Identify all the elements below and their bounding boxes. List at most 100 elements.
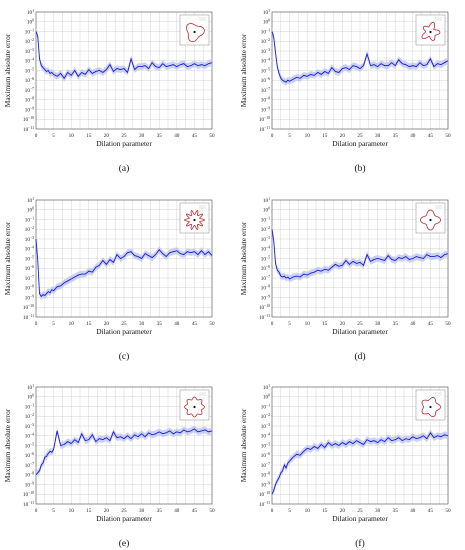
inset-box [179, 389, 210, 421]
y-axis-label: Maximum absolute error [3, 221, 12, 295]
plot-frame [35, 386, 213, 505]
y-tick-label: 10−7 [261, 462, 270, 469]
chart-panel-e: 0 5 10 15 20 25 30 35 40 45 50 10−11 10−10 10−9 10−8 10… [3, 384, 215, 549]
chart-panel-c: 0 5 10 15 20 25 30 35 40 45 50 10−11 10−10 10−9 10−8 10… [3, 197, 215, 362]
y-tick-label: 101 [263, 9, 270, 16]
x-tick-label: 5 [52, 508, 55, 514]
y-tick-label: 10−7 [261, 275, 270, 282]
x-axis-label: Dilation parameter [332, 514, 388, 523]
x-tick-label: 25 [121, 508, 127, 514]
y-tick-label: 10−10 [259, 304, 270, 311]
y-tick-label: 101 [27, 197, 34, 204]
y-tick-label: 10−10 [23, 304, 34, 311]
x-tick-label: 35 [157, 133, 163, 139]
center-point [193, 218, 196, 222]
y-tick-label: 10−1 [25, 403, 34, 410]
y-axis-label: Maximum absolute error [239, 221, 248, 295]
x-tick-label: 10 [305, 133, 311, 139]
x-tick-label: 0 [35, 508, 38, 514]
x-tick-label: 20 [340, 133, 346, 139]
y-tick-label: 10−5 [25, 255, 34, 262]
panel-caption: (b) [354, 163, 365, 174]
x-tick-label: 35 [393, 133, 399, 139]
y-tick-label: 10−7 [25, 462, 34, 469]
x-tick-label: 50 [209, 321, 215, 327]
x-tick-label: 50 [445, 133, 451, 139]
x-tick-label: 40 [410, 508, 416, 514]
y-tick-label: 10−9 [261, 294, 270, 301]
x-axis-label: Dilation parameter [96, 514, 152, 523]
x-tick-label: 0 [271, 321, 274, 327]
x-tick-label: 5 [52, 133, 55, 139]
chart-panel-f: 0 5 10 15 20 25 30 35 40 45 50 10−11 10−10 10−9 10−8 10… [239, 384, 451, 549]
x-tick-label: 50 [209, 508, 215, 514]
error-series-line [35, 428, 213, 476]
x-tick-label: 40 [410, 133, 416, 139]
error-band [272, 429, 448, 498]
panel-caption: (f) [355, 538, 365, 549]
x-tick-label: 0 [35, 321, 38, 327]
x-tick-label: 50 [209, 133, 215, 139]
x-tick-label: 45 [428, 508, 434, 514]
y-tick-label: 10−6 [25, 452, 34, 459]
y-tick-label: 10−4 [261, 246, 270, 253]
y-tick-label: 10−6 [25, 265, 34, 272]
plot-frame [271, 386, 449, 505]
y-tick-label: 10−6 [261, 77, 270, 84]
y-tick-label: 10−6 [25, 77, 34, 84]
x-tick-label: 30 [375, 321, 381, 327]
x-axis-label: Dilation parameter [96, 139, 152, 148]
x-tick-label: 25 [357, 321, 363, 327]
y-tick-label: 10−1 [25, 216, 34, 223]
y-tick-label: 100 [263, 394, 270, 401]
y-tick-label: 10−4 [261, 433, 270, 440]
y-tick-label: 10−4 [25, 246, 34, 253]
y-tick-label: 10−8 [25, 472, 34, 479]
y-tick-label: 10−3 [25, 236, 34, 243]
x-tick-label: 45 [428, 321, 434, 327]
y-tick-label: 10−2 [261, 226, 270, 233]
x-tick-label: 20 [340, 508, 346, 514]
x-tick-label: 0 [271, 508, 274, 514]
error-band [272, 28, 448, 86]
domain-boundary-shape [184, 396, 205, 418]
y-tick-label: 10−11 [259, 314, 270, 321]
x-tick-label: 50 [445, 508, 451, 514]
x-tick-label: 40 [174, 508, 180, 514]
y-tick-label: 10−6 [261, 452, 270, 459]
y-tick-label: 10−5 [25, 442, 34, 449]
y-tick-label: 10−4 [25, 58, 34, 65]
x-tick-label: 45 [192, 508, 198, 514]
y-tick-label: 10−1 [25, 28, 34, 35]
x-tick-label: 25 [121, 133, 127, 139]
y-tick-label: 10−11 [23, 126, 34, 133]
y-tick-label: 10−2 [25, 226, 34, 233]
x-tick-label: 30 [375, 508, 381, 514]
x-tick-label: 20 [104, 133, 110, 139]
y-tick-label: 100 [27, 207, 34, 214]
x-tick-label: 5 [288, 133, 291, 139]
x-tick-label: 50 [445, 321, 451, 327]
x-tick-label: 35 [157, 508, 163, 514]
x-axis-label: Dilation parameter [332, 139, 388, 148]
plot-frame [35, 11, 213, 130]
y-tick-label: 10−3 [25, 48, 34, 55]
x-tick-label: 5 [288, 508, 291, 514]
y-tick-label: 10−8 [25, 97, 34, 104]
inset-box [415, 14, 446, 46]
x-tick-label: 15 [86, 321, 92, 327]
chart-panel-b: 0 5 10 15 20 25 30 35 40 45 50 10−11 10−10 10−9 10−8 10… [239, 9, 451, 174]
x-tick-label: 30 [375, 133, 381, 139]
x-tick-label: 30 [139, 508, 145, 514]
domain-boundary-shape [183, 209, 206, 231]
x-tick-label: 15 [86, 133, 92, 139]
error-series-line [271, 31, 449, 83]
domain-boundary-shape [420, 209, 441, 231]
y-tick-label: 10−5 [261, 442, 270, 449]
y-axis-label: Maximum absolute error [239, 408, 248, 482]
error-series-line [35, 238, 213, 298]
y-tick-label: 10−4 [261, 58, 270, 65]
x-axis-label: Dilation parameter [332, 327, 388, 336]
y-tick-label: 10−8 [261, 97, 270, 104]
y-tick-label: 10−9 [25, 481, 34, 488]
